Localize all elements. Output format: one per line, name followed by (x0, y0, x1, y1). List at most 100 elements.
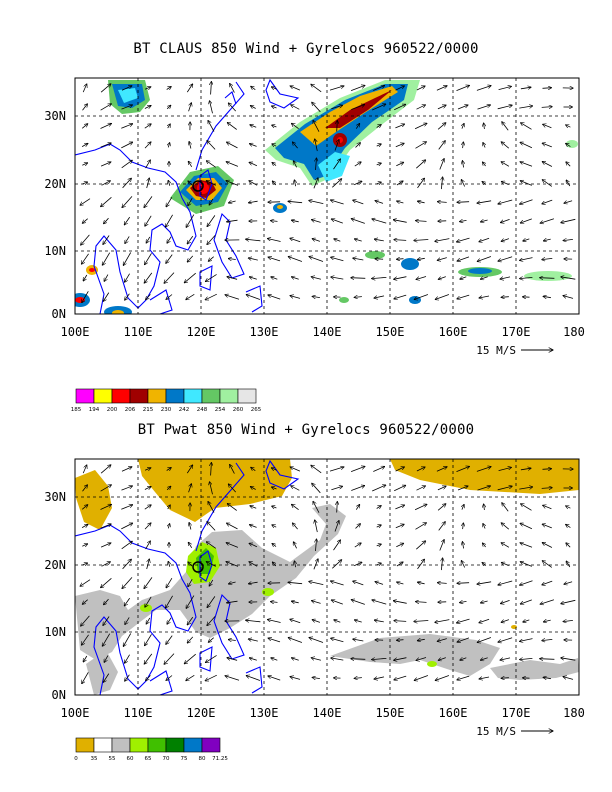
wind-vector (457, 486, 468, 491)
panel1-coastline (75, 78, 300, 314)
wind-vector (479, 618, 490, 623)
wind-vector (395, 143, 404, 148)
wind-vector (168, 561, 170, 567)
wind-vector (566, 524, 571, 527)
wind-vector (166, 196, 173, 207)
wind-vector (393, 220, 407, 223)
wind-vector (206, 562, 216, 567)
wind-vector (291, 504, 299, 511)
wind-vector (332, 179, 341, 188)
wind-vector (520, 468, 531, 470)
colorbar-tick-label: 230 (161, 407, 172, 413)
wind-vector (542, 580, 553, 585)
wind-vector (309, 257, 324, 262)
wind-vector (207, 215, 216, 226)
wind-vector (249, 181, 258, 186)
wind-vector (121, 124, 132, 129)
wind-vector (249, 144, 257, 147)
wind-vector (250, 506, 257, 509)
wind-vector (563, 620, 573, 621)
wind-vector (144, 124, 151, 129)
wind-vector (211, 463, 212, 476)
wind-vector (165, 595, 173, 608)
wind-vector (167, 105, 171, 109)
wind-vector (416, 486, 426, 491)
panel2-lon-label: 160E (439, 706, 468, 720)
wind-vector (291, 123, 299, 130)
wind-vector (461, 180, 466, 187)
wind-vector (268, 676, 281, 681)
wind-vector (291, 277, 299, 280)
wind-vector (437, 257, 447, 261)
panel2-vector-ref-label: 15 M/S (476, 725, 516, 738)
wind-vector (394, 294, 407, 299)
wind-vector (331, 600, 343, 605)
wind-vector (374, 239, 384, 241)
wind-vector (230, 83, 235, 93)
wind-vector (166, 468, 172, 471)
wind-vector (372, 219, 387, 224)
wind-vector (210, 482, 213, 495)
wind-vector (441, 558, 442, 571)
wind-vector (168, 143, 169, 148)
wind-vector (188, 542, 193, 549)
wind-vector (501, 181, 509, 185)
wind-vector (394, 675, 407, 680)
colorbar-swatch (75, 737, 95, 753)
wind-vector (125, 617, 130, 624)
colorbar-tick-label: 80 (199, 756, 206, 762)
wind-vector (249, 525, 257, 528)
wind-vector (566, 561, 571, 568)
wind-vector (248, 258, 258, 260)
wind-vector (501, 162, 510, 167)
wind-vector (417, 178, 425, 189)
wind-vector (476, 86, 491, 91)
wind-vector (520, 87, 531, 89)
wind-vector (566, 125, 571, 127)
wind-vector (479, 237, 490, 242)
wind-vector (372, 658, 387, 659)
wind-vector (124, 597, 131, 606)
colorbar-swatch (111, 737, 131, 753)
wind-vector (288, 582, 303, 583)
wind-vector (331, 257, 344, 262)
wind-vector (500, 600, 510, 603)
colorbar-swatch (219, 388, 239, 404)
wind-vector (271, 658, 278, 660)
wind-vector (520, 277, 533, 278)
wind-vector (144, 505, 151, 510)
wind-vector (313, 559, 318, 570)
wind-vector (484, 123, 485, 130)
wind-vector (312, 483, 321, 494)
colorbar-swatch (165, 388, 185, 404)
wind-vector (520, 580, 533, 585)
wind-vector (354, 162, 361, 167)
wind-vector (102, 633, 111, 647)
wind-vector (337, 502, 338, 513)
colorbar-swatch (165, 737, 185, 753)
wind-vector (394, 104, 406, 111)
wind-vector (206, 542, 216, 549)
panel1-lat-label: 10N (44, 244, 66, 258)
wind-vector (437, 123, 446, 130)
wind-vector (121, 523, 132, 530)
panel2-title: BT Pwat 850 Wind + Gyrelocs 960522/0000 (137, 422, 475, 438)
wind-vector (437, 583, 447, 584)
wind-vector (249, 543, 258, 548)
wind-vector (351, 219, 365, 224)
wind-vector (83, 274, 88, 281)
wind-vector (479, 677, 490, 679)
wind-vector (329, 86, 344, 91)
wind-vector (355, 524, 361, 529)
wind-vector (520, 638, 533, 642)
panel1-lon-label: 140E (313, 325, 342, 339)
wind-vector (463, 523, 464, 530)
wind-vector (396, 181, 403, 186)
wind-vector (121, 505, 132, 510)
wind-vector (311, 465, 322, 474)
wind-vector (415, 523, 427, 530)
wind-vector (248, 639, 258, 641)
wind-vector (542, 88, 552, 89)
wind-vector (288, 257, 303, 262)
wind-vector (564, 201, 573, 204)
